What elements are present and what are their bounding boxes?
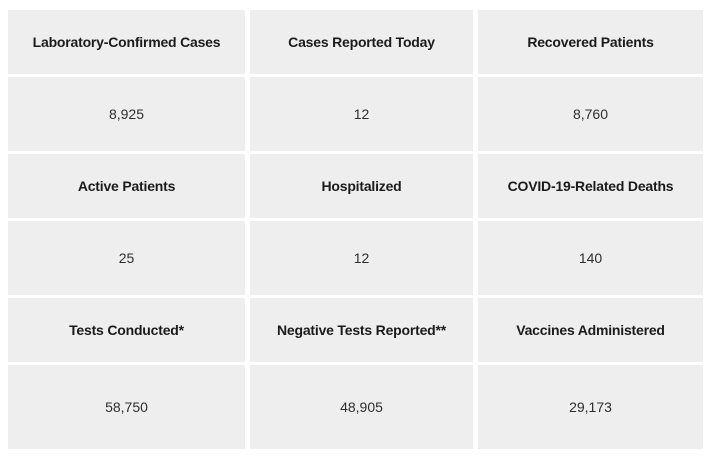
- stat-value-covid-19-related-deaths: 140: [478, 221, 703, 295]
- stat-value-hospitalized: 12: [250, 221, 473, 295]
- stat-value-laboratory-confirmed-cases: 8,925: [8, 77, 245, 151]
- stat-label-covid-19-related-deaths: COVID-19-Related Deaths: [478, 154, 703, 218]
- stat-label-active-patients: Active Patients: [8, 154, 245, 218]
- stat-label-vaccines-administered: Vaccines Administered: [478, 298, 703, 362]
- stat-label-tests-conducted: Tests Conducted*: [8, 298, 245, 362]
- stat-label-cases-reported-today: Cases Reported Today: [250, 10, 473, 74]
- stat-value-tests-conducted: 58,750: [8, 365, 245, 449]
- stat-label-negative-tests-reported: Negative Tests Reported**: [250, 298, 473, 362]
- stat-label-hospitalized: Hospitalized: [250, 154, 473, 218]
- stat-value-recovered-patients: 8,760: [478, 77, 703, 151]
- stat-label-laboratory-confirmed-cases: Laboratory-Confirmed Cases: [8, 10, 245, 74]
- stat-value-vaccines-administered: 29,173: [478, 365, 703, 449]
- stat-value-active-patients: 25: [8, 221, 245, 295]
- stat-value-cases-reported-today: 12: [250, 77, 473, 151]
- stat-value-negative-tests-reported: 48,905: [250, 365, 473, 449]
- stat-label-recovered-patients: Recovered Patients: [478, 10, 703, 74]
